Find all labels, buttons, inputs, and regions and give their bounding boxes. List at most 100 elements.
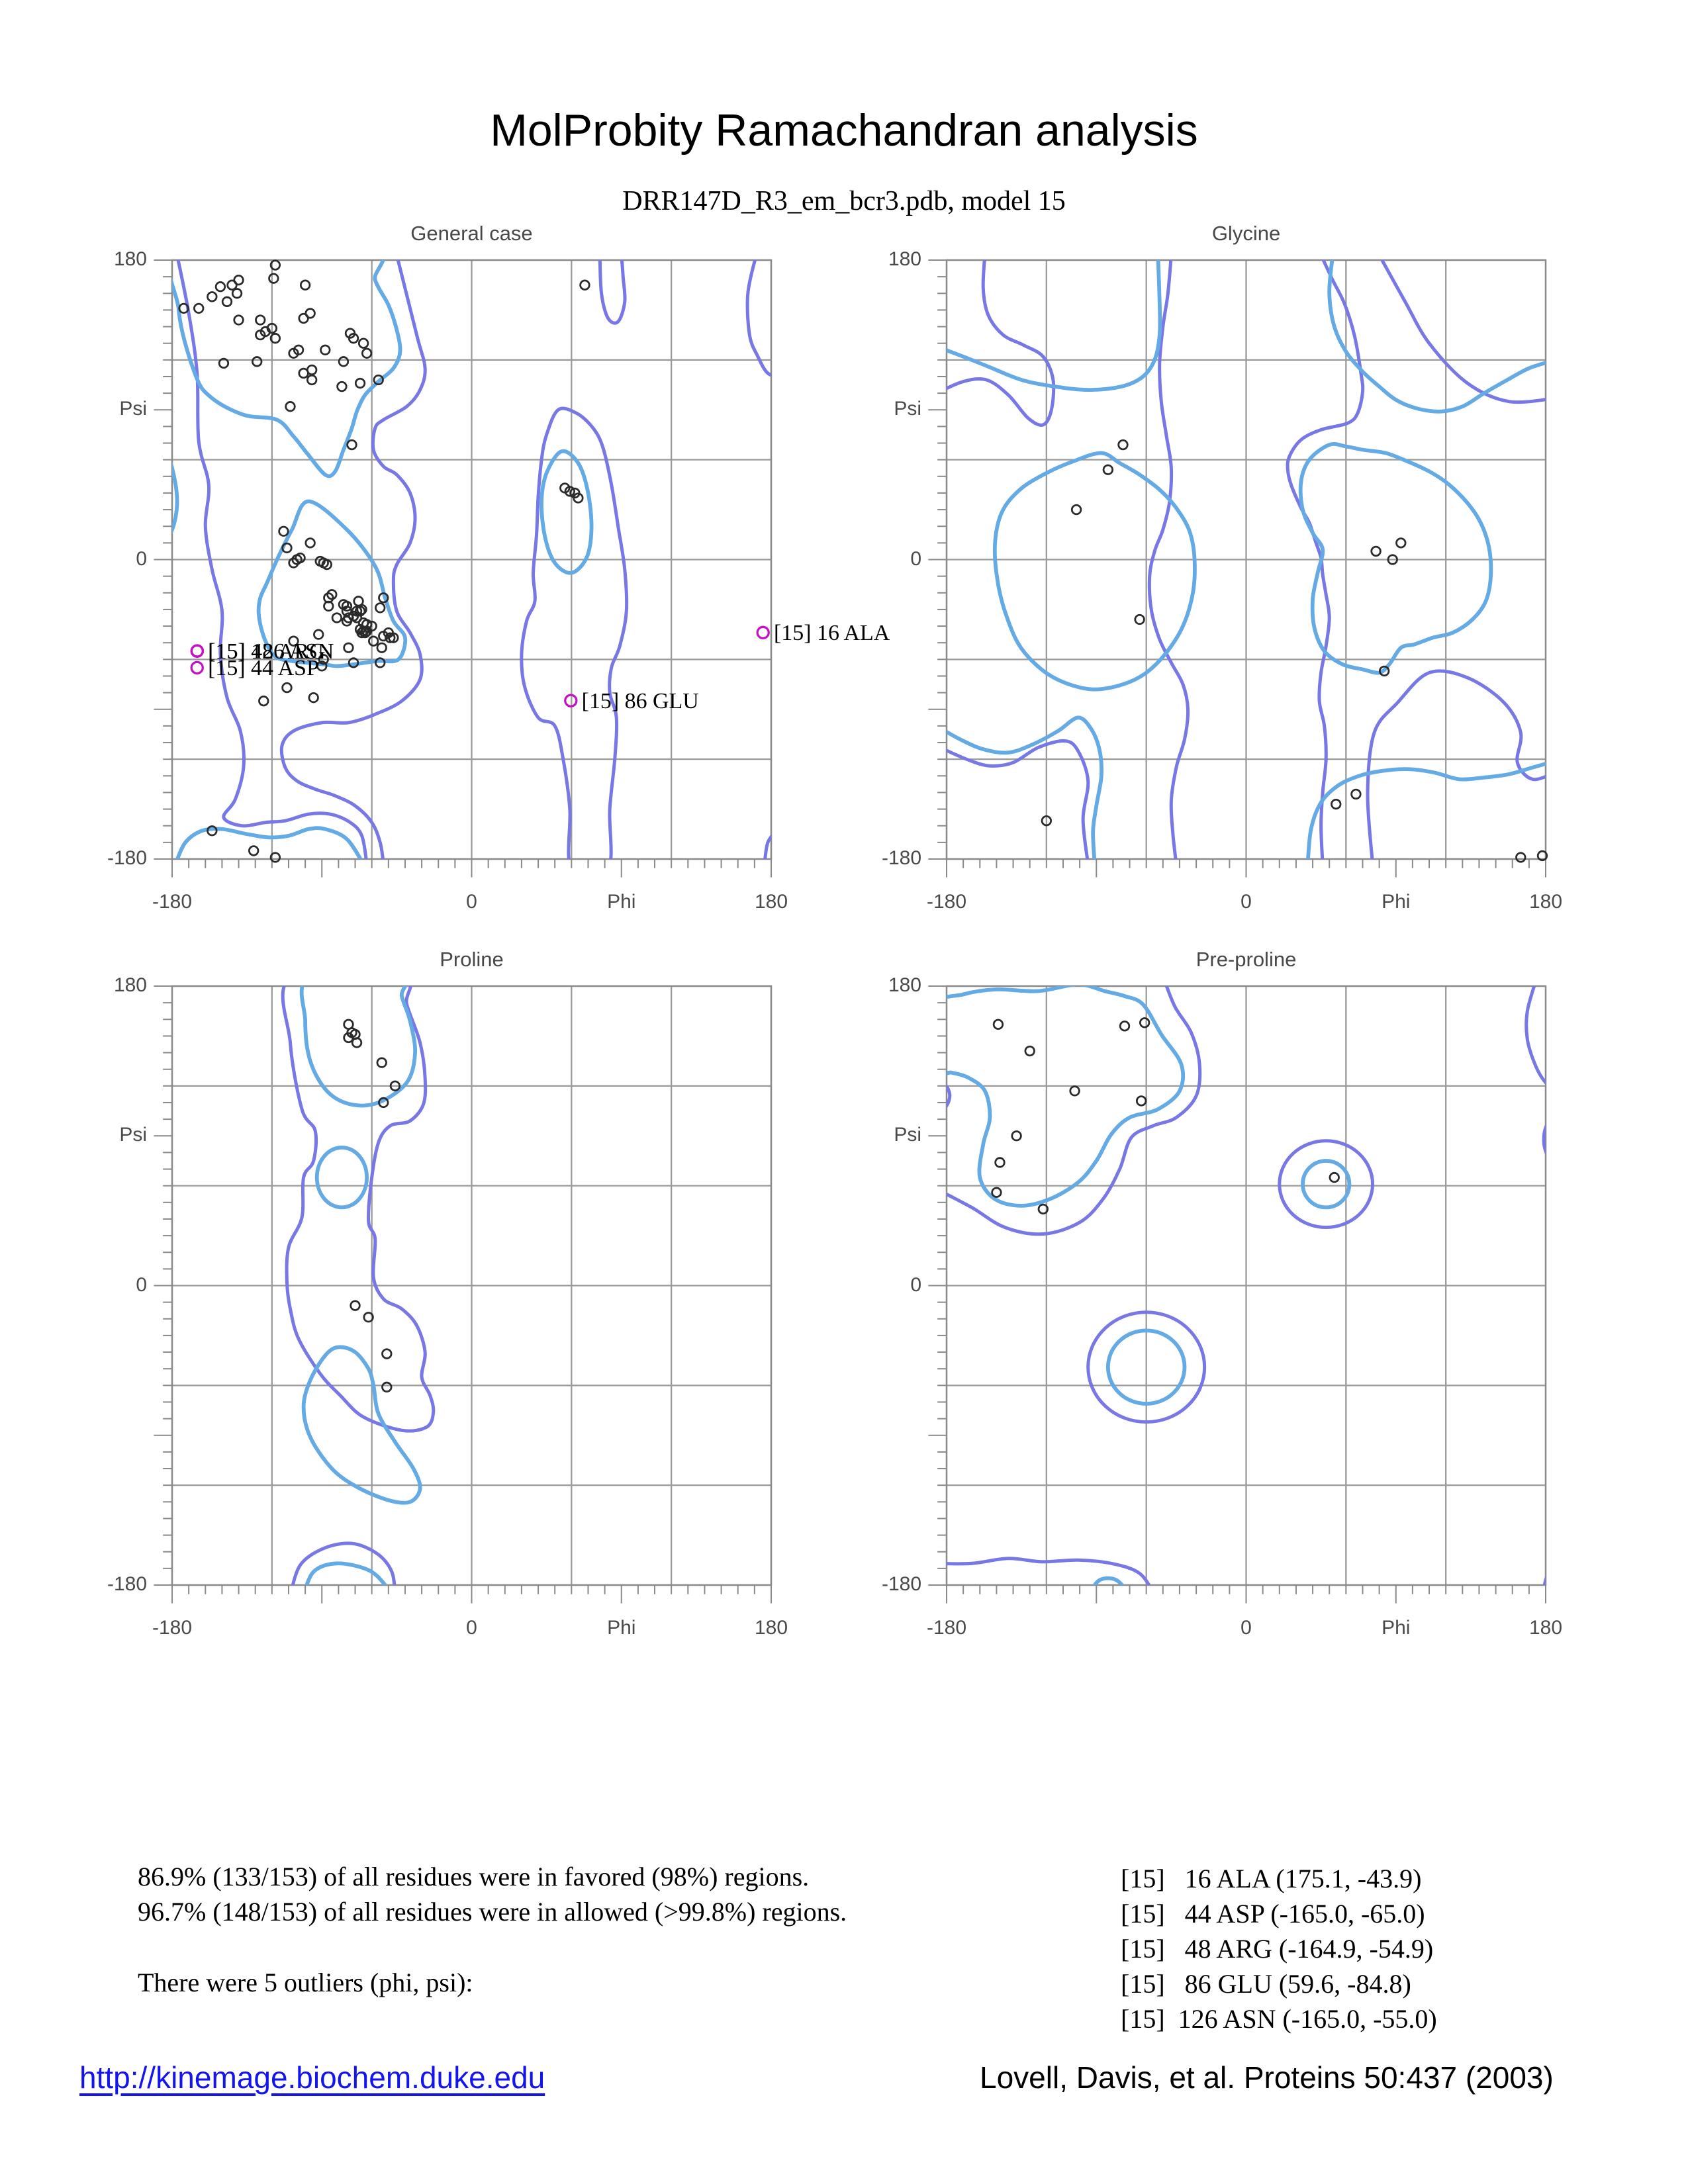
outlier-label: [15] 44 ASP [208,656,319,680]
data-point [994,1157,1006,1168]
data-point [381,1381,393,1393]
x-axis-label: 0 [1241,891,1252,913]
data-point [269,332,281,344]
y-axis-label: 0 [136,1273,147,1296]
plot-title-general: General case [410,222,533,245]
data-point [326,589,338,600]
plot-title-glycine: Glycine [1211,222,1281,245]
plot-proline: Proline 180 Psi 0 -180 -180 0 Phi 180 [107,948,788,1639]
data-point [573,492,584,504]
allowed-contour [947,1557,1151,1585]
x-axis-label: 180 [1528,1617,1563,1639]
plot-svg-preproline [928,985,1547,1604]
allowed-contour [947,986,1202,1236]
y-axis-label: Psi [894,1124,921,1146]
favored-contour [172,260,402,478]
grid [172,260,771,859]
data-point [348,657,359,668]
y-axis-label: Psi [119,398,147,420]
kinemage-link[interactable]: http://kinemage.biochem.duke.edu [79,2060,545,2095]
x-axis-label: -180 [926,1617,967,1639]
data-point [356,604,367,615]
favored-contour [1105,1328,1187,1406]
data-point [268,273,279,284]
favored-contour [172,461,179,534]
x-axis-label: -180 [152,1617,193,1639]
data-point [316,660,328,672]
data-point [378,1097,389,1109]
data-point [255,314,266,326]
data-point [361,347,373,359]
allowed-contour [1542,1574,1546,1585]
allowed-contour [1278,1139,1375,1230]
data-point [1135,1095,1147,1107]
axis-ticks [154,985,773,1604]
outlier-point [190,644,205,658]
y-axis-label: -180 [881,1573,921,1595]
data-point [354,377,366,389]
data-point [207,291,218,302]
data-point [1134,614,1145,625]
data-points [343,1019,401,1393]
allowed-contour [947,1083,952,1109]
plot-svg-proline [154,985,773,1604]
favored-contour [1301,1159,1352,1210]
favored-stats: 86.9% (133/153) of all residues were in … [138,1862,810,1891]
grid [947,986,1546,1585]
data-point [299,279,311,291]
plot-svg-glycine [928,259,1548,878]
outlier-point [190,660,204,675]
allowed-contour [763,834,771,859]
data-point [381,1348,393,1359]
favored-contour [1298,441,1493,675]
plot-title-proline: Proline [440,948,504,971]
data-point [338,356,350,367]
data-point [564,486,575,497]
data-point [1370,545,1382,557]
y-axis-label: 0 [910,547,921,570]
data-point [579,279,590,291]
data-point [361,625,373,637]
data-point [178,302,189,314]
x-axis-label: -180 [152,891,193,913]
allowed-contour [520,406,629,859]
data-point [991,1187,1002,1198]
allowed-contour [281,986,436,1433]
allowed-contour [279,260,427,859]
x-axis-label: 0 [466,891,477,913]
data-point [221,296,233,308]
data-point [375,657,386,668]
data-point [288,557,299,569]
data-point [1024,1045,1035,1057]
outlier-list-item: [15] 16 ALA (175.1, -43.9) [1121,1864,1422,1893]
data-points [991,1017,1340,1215]
data-point [1378,665,1390,677]
y-axis-label: 0 [136,547,147,570]
plot-general: General case 180 Psi 0 -180 -180 0 Phi 180 [15] 1… [107,222,890,913]
data-point [368,635,379,647]
y-axis-label: 0 [910,1273,921,1296]
y-axis-label: Psi [894,398,921,420]
data-point [1037,1203,1049,1215]
data-point [323,600,334,612]
axis-ticks [928,259,1547,878]
data-point [336,381,348,392]
data-point [295,552,306,564]
outlier-point [756,625,770,640]
data-point [331,612,343,623]
data-point [320,344,331,355]
data-point [373,374,384,386]
data-point [207,825,218,837]
data-point [346,439,357,451]
x-axis-label: Phi [1382,1617,1411,1639]
axis-ticks [928,985,1547,1604]
outlier-list-item: [15] 48 ARG (-164.9, -54.9) [1121,1934,1434,1964]
allowed-stats: 96.7% (148/153) of all residues were in … [138,1897,847,1927]
y-axis-label: Psi [119,1124,147,1146]
outlier-label: [15] 48 ARG [208,639,325,664]
plot-svg-general: [15] 126 ASN[15] 48 ARG[15] 44 ASP [15] 8… [154,259,890,878]
data-point [252,356,263,367]
allowed-contour [598,260,627,325]
data-point [375,602,386,614]
data-point [363,1312,374,1323]
